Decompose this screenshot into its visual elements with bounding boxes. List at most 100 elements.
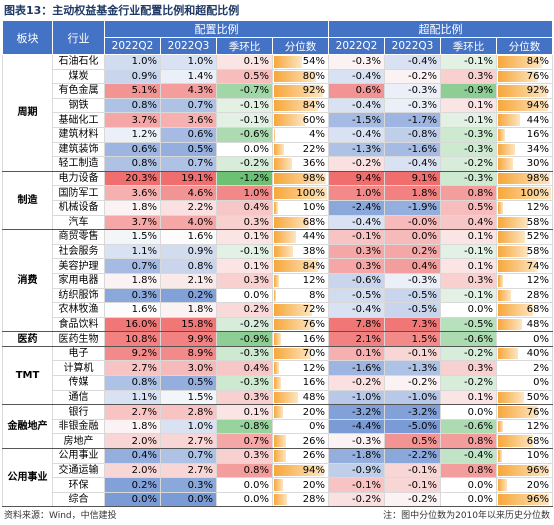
value-cell: -1.3%	[328, 141, 385, 158]
cell-text: -1.0%	[407, 391, 437, 403]
percentile-bar	[274, 479, 283, 491]
cell-text: 20%	[302, 406, 325, 418]
value-cell: -4.4%	[328, 418, 385, 435]
cell-text: 4%	[309, 129, 325, 141]
industry-cell: 家用电器	[52, 272, 105, 289]
cell-text: 100%	[296, 187, 325, 199]
percentile-bar	[274, 114, 305, 126]
percentile-bar	[274, 158, 292, 170]
value-cell: 96%	[496, 462, 553, 479]
value-cell: 2%	[496, 360, 553, 377]
value-cell: -0.4%	[328, 97, 385, 114]
value-cell: 50%	[496, 389, 553, 406]
cell-text: -1.8%	[351, 450, 381, 462]
value-cell: 76%	[496, 404, 553, 420]
table-row: 机械设备 1.8% 2.2% 0.4% 10% -2.4% -1.9% 0.5% 12%	[3, 199, 553, 216]
percentile-bar	[498, 493, 549, 506]
cell-text: 30%	[526, 158, 549, 170]
cell-text: -1.6%	[407, 143, 437, 155]
value-cell: -0.2%	[440, 156, 497, 172]
value-cell: 5.1%	[104, 83, 161, 99]
percentile-bar	[274, 493, 288, 506]
cell-text: 3.6%	[187, 114, 213, 126]
table-row: 环保 0.2% 0.3% 0.0% 20% -0.1% -0.1% 0.0% 20%	[3, 477, 553, 493]
cell-text: 96%	[526, 464, 549, 476]
percentile-bar	[274, 318, 314, 331]
value-cell: 2.1%	[328, 331, 385, 347]
percentile-bar	[498, 216, 528, 229]
value-cell: 0.1%	[216, 54, 273, 70]
value-cell: 74%	[496, 258, 553, 274]
cell-text: 3.6%	[131, 187, 157, 199]
industry-cell: 轻工制造	[52, 156, 105, 172]
cell-text: 4.3%	[187, 85, 213, 97]
cell-text: -1.0%	[351, 391, 381, 403]
value-cell: 20%	[496, 477, 553, 493]
percentile-bar	[274, 245, 293, 258]
percentile-bar	[274, 187, 327, 199]
percentile-bar	[274, 231, 297, 243]
percentile-bar	[274, 289, 277, 302]
cell-text: -0.9%	[351, 464, 381, 476]
industry-cell: 计算机	[52, 360, 105, 377]
cell-text: 100%	[520, 187, 549, 199]
value-cell: 80%	[272, 68, 329, 85]
value-cell: 12%	[496, 272, 553, 289]
table-row: 建筑材料 1.2% 0.6% -0.6% 4% -0.4% -0.8% -0.3% 16%	[3, 126, 553, 143]
value-cell: 0.8%	[440, 462, 497, 479]
table-row: 农林牧渔 1.6% 1.8% 0.2% 72% -0.4% -0.5% 0.0% 68%	[3, 302, 553, 318]
table-row: 轻工制造 0.8% 0.7% -0.2% 36% -0.2% -0.4% -0.2% 30%	[3, 156, 553, 172]
value-cell: 26%	[272, 448, 329, 464]
cell-text: 0.0%	[131, 494, 157, 506]
cell-text: -0.3%	[239, 348, 269, 360]
percentile-bar	[498, 420, 503, 433]
cell-text: 15.8%	[181, 318, 213, 330]
value-cell: 68%	[496, 433, 553, 450]
value-cell: 4.3%	[160, 83, 217, 99]
cell-text: 0.8%	[243, 464, 269, 476]
industry-cell: 建筑装饰	[52, 141, 105, 158]
value-cell: 0.7%	[160, 156, 217, 172]
industry-cell: 电力设备	[52, 170, 105, 187]
value-cell: 0.3%	[216, 389, 273, 406]
value-cell: 16%	[272, 331, 329, 347]
cell-text: 0.8%	[187, 260, 213, 272]
value-cell: 0.8%	[160, 258, 217, 274]
value-cell: -0.2%	[328, 375, 385, 391]
cell-text: 19.1%	[181, 173, 213, 185]
cell-text: 1.0%	[355, 187, 381, 199]
value-cell: -0.2%	[384, 68, 441, 85]
percentile-bar	[498, 289, 512, 302]
cell-text: -0.2%	[351, 158, 381, 170]
cell-text: 1.4%	[187, 70, 213, 82]
value-cell: 0.0%	[216, 141, 273, 158]
table-row: 社会服务 1.1% 0.9% -0.1% 38% 0.3% 0.2% -0.1% 58%	[3, 243, 553, 260]
cell-text: -0.4%	[407, 56, 437, 68]
value-cell: -0.4%	[384, 156, 441, 172]
cell-text: 3.7%	[131, 216, 157, 228]
cell-text: 2.7%	[187, 464, 213, 476]
value-cell: -0.3%	[384, 272, 441, 289]
cell-text: 3.0%	[187, 362, 213, 374]
percentile-bar	[498, 435, 534, 448]
value-cell: 0.1%	[328, 345, 385, 362]
cell-text: 0.0%	[467, 494, 493, 506]
value-cell: 0.4%	[216, 360, 273, 377]
cell-text: 74%	[526, 260, 549, 272]
value-cell: 10%	[496, 448, 553, 464]
cell-text: -0.1%	[239, 246, 269, 258]
industry-cell: 电子	[52, 345, 105, 362]
cell-text: 0.7%	[243, 435, 269, 447]
table-row: 房地产 2.0% 2.7% 0.7% 26% -0.3% 0.5% 0.8% 68%	[3, 433, 553, 450]
value-cell: 0.3%	[216, 272, 273, 289]
cell-text: -0.6%	[463, 333, 493, 345]
value-cell: 52%	[496, 229, 553, 245]
value-cell: 0.9%	[104, 68, 161, 85]
value-cell: 9.4%	[328, 170, 385, 187]
cell-text: 48%	[302, 391, 325, 403]
cell-text: -0.0%	[407, 216, 437, 228]
value-cell: -0.2%	[440, 345, 497, 362]
value-cell: 0.0%	[216, 491, 273, 508]
header-cell: 2022Q2	[328, 37, 385, 55]
cell-text: -0.1%	[407, 348, 437, 360]
